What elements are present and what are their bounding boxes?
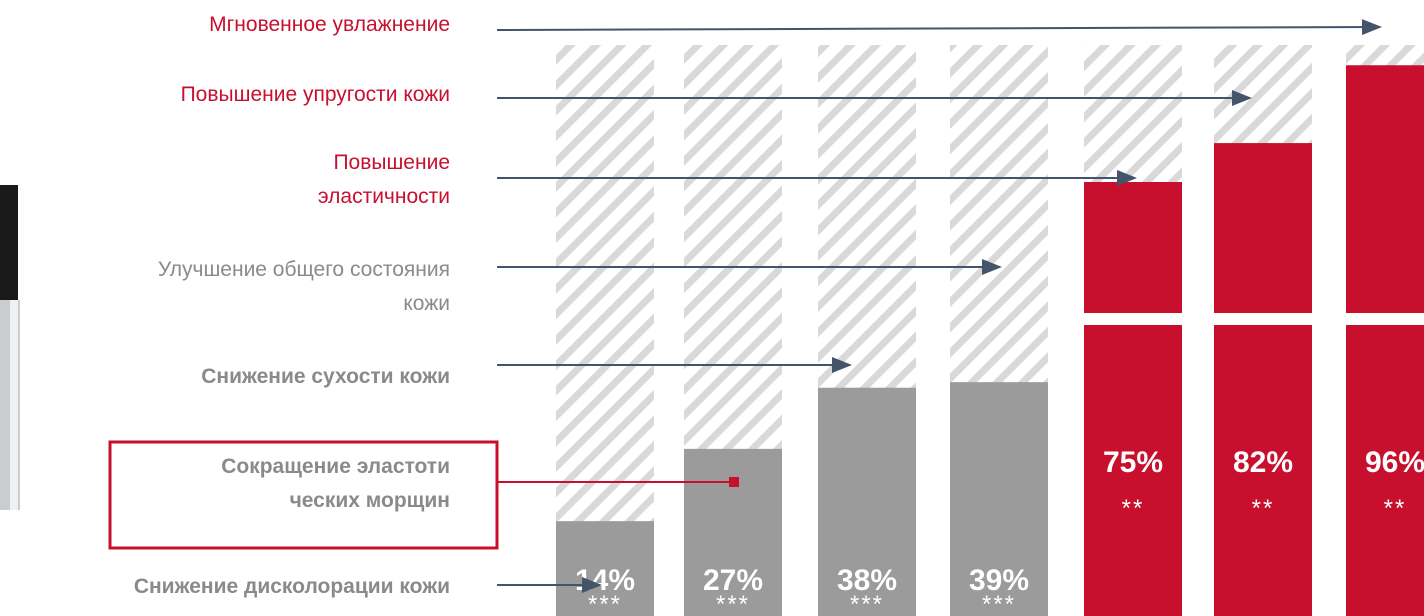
value-label: 75%	[1103, 446, 1163, 479]
category-label: Снижение сухости кожи	[201, 365, 450, 388]
category-label: Улучшение общего состояния кожи	[157, 258, 450, 315]
arrow	[496, 19, 1382, 36]
bar	[556, 521, 654, 616]
significance: ***	[850, 591, 884, 616]
significance: ***	[716, 591, 750, 616]
significance: **	[1384, 495, 1407, 522]
bar	[1214, 143, 1312, 616]
bar-gap	[1214, 313, 1312, 325]
bar-gap	[1084, 313, 1182, 325]
value-label: 39%	[969, 564, 1029, 597]
bar	[1346, 65, 1424, 616]
category-label: Мгновенное увлажнение	[209, 13, 450, 36]
value-label: 38%	[837, 564, 897, 597]
significance: ***	[588, 591, 622, 616]
significance: ***	[982, 591, 1016, 616]
category-label: Повышение эластичности	[317, 151, 450, 208]
category-label: Снижение дисколорации кожи	[133, 575, 450, 598]
value-label: 96%	[1365, 446, 1424, 479]
bar	[1084, 182, 1182, 616]
significance: **	[1122, 495, 1145, 522]
category-label: Сокращение эластоти ческих морщин	[221, 455, 450, 512]
significance: **	[1252, 495, 1275, 522]
bar	[818, 387, 916, 616]
value-label: 82%	[1233, 446, 1293, 479]
value-label: 27%	[703, 564, 763, 597]
bar	[684, 448, 782, 616]
product-bottle	[0, 185, 20, 510]
bar-gap	[1346, 313, 1424, 325]
hatch-bar	[556, 45, 654, 616]
arrow-end	[729, 477, 739, 487]
bar	[950, 382, 1048, 616]
category-label: Повышение упругости кожи	[180, 83, 450, 106]
highlight-box	[108, 440, 499, 550]
